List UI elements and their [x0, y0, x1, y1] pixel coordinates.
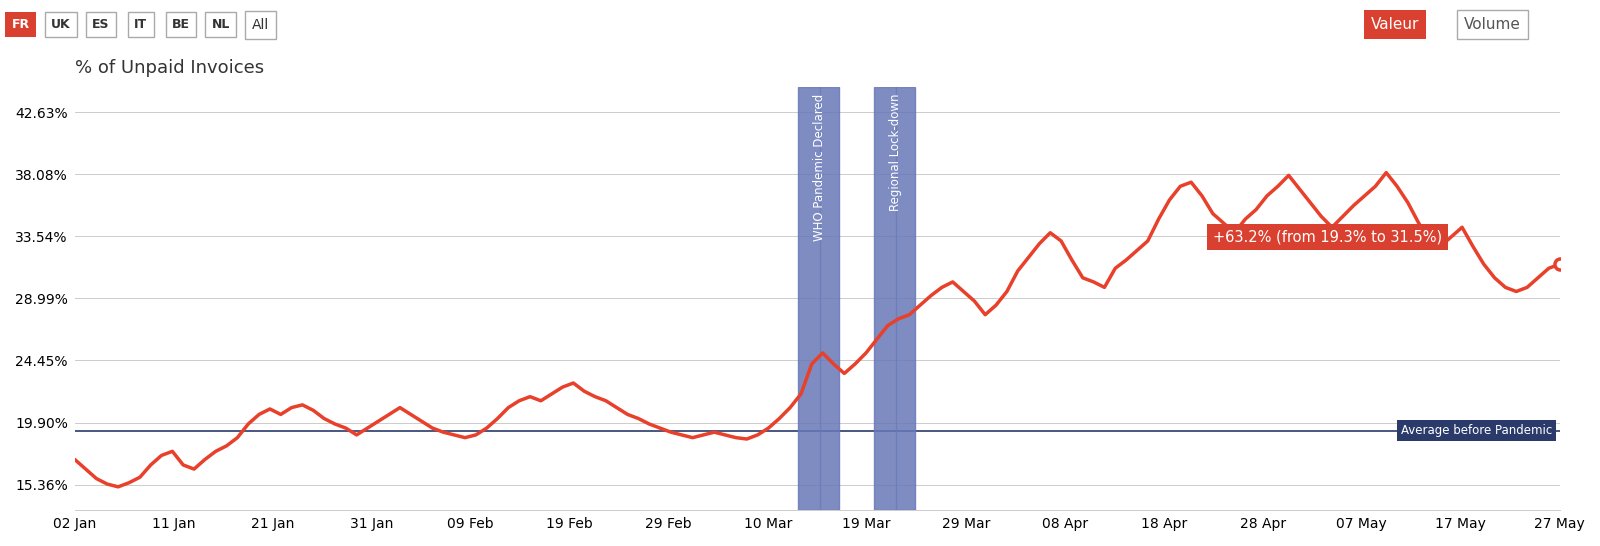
Text: ES: ES [93, 18, 109, 31]
Text: FR: FR [11, 18, 30, 31]
Text: WHO Pandemic Declared: WHO Pandemic Declared [813, 93, 827, 241]
Text: Volume: Volume [1464, 17, 1522, 32]
Text: IT: IT [134, 18, 147, 31]
Bar [874, 87, 915, 510]
Text: % of Unpaid Invoices: % of Unpaid Invoices [75, 58, 264, 76]
Bar [798, 87, 838, 510]
Text: All: All [253, 17, 269, 32]
Text: +63.2% (from 19.3% to 31.5%): +63.2% (from 19.3% to 31.5%) [1213, 229, 1442, 245]
Text: Valeur: Valeur [1371, 17, 1419, 32]
Text: NL: NL [211, 18, 230, 31]
Text: BE: BE [171, 18, 190, 31]
Text: Average before Pandemic: Average before Pandemic [1402, 424, 1552, 437]
Text: Regional Lock-down: Regional Lock-down [890, 93, 902, 211]
Text: UK: UK [51, 18, 70, 31]
